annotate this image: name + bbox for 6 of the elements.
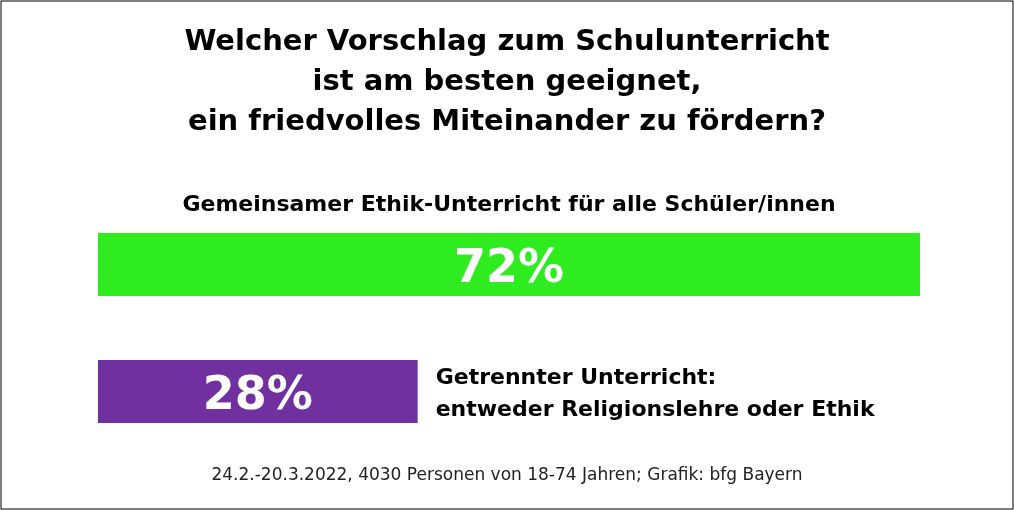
y-tick-label: Gemeinsamer Ethik-Unterricht für alle Schüler/innen: [182, 191, 836, 216]
text: 24.2.-20.3.2022, 4030 Personen von 18-74 Jahren; Grafik: bfg Bayern: [211, 464, 803, 484]
data-label: 28%: [202, 365, 313, 420]
data-label: 72%: [453, 238, 565, 293]
chart-title: Welcher Vorschlag zum Schulunterricht ist am besten geeignet, ein friedvolles Miteinander zu fördern?: [184, 23, 830, 137]
y-tick-label: Getrennter Unterricht: entweder Religionslehre oder Ethik: [435, 364, 876, 421]
